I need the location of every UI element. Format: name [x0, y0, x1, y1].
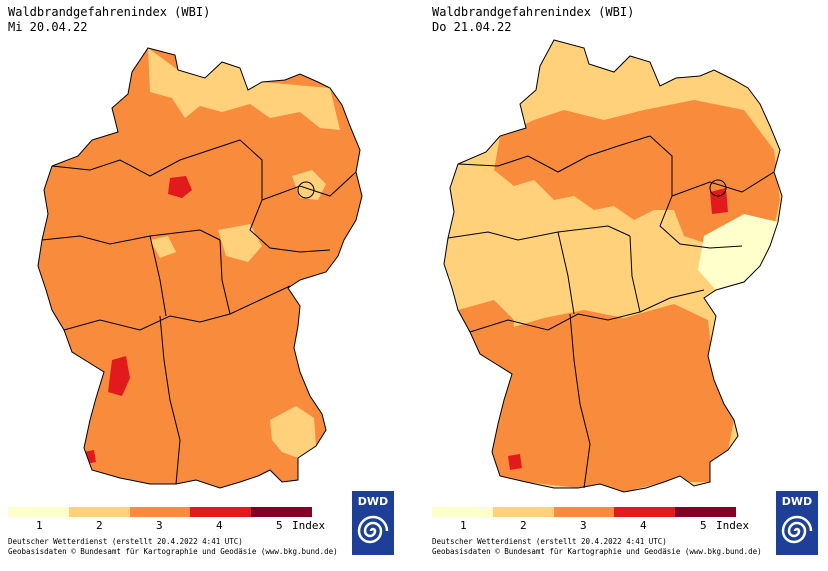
legend-swatch-1 — [8, 507, 69, 517]
state-border — [159, 315, 181, 485]
legend-label: 2 — [96, 519, 103, 532]
state-border — [261, 171, 357, 201]
map-date: Do 21.04.22 — [432, 20, 512, 34]
map-title: Waldbrandgefahrenindex (WBI) Do 21.04.22 — [432, 5, 635, 34]
map-panel-thu: Waldbrandgefahrenindex (WBI) Do 21.04.22 — [414, 0, 828, 571]
legend-unit: Index — [716, 519, 750, 532]
legend-swatch-3 — [553, 507, 615, 517]
legend-label: 2 — [520, 519, 527, 532]
map-panel-wed: Waldbrandgefahrenindex (WBI) Mi 20.04.22 — [8, 5, 394, 556]
logo-text: DWD — [781, 495, 813, 508]
legend-swatch-5 — [251, 507, 312, 517]
region-center-spots-2 — [150, 236, 176, 258]
state-border — [469, 289, 705, 333]
state-border — [457, 135, 651, 173]
state-border — [239, 139, 331, 253]
state-border — [63, 285, 291, 331]
state-border — [649, 135, 743, 249]
legend-bar — [8, 507, 312, 517]
country-border — [37, 47, 363, 489]
region-alps-southeast — [270, 406, 316, 458]
state-border — [629, 235, 641, 313]
dwd-logo-icon: DWD — [352, 491, 394, 555]
legend-label: 3 — [156, 519, 163, 532]
legend-label: 5 — [276, 519, 283, 532]
country-border — [443, 39, 783, 493]
region-south-large — [492, 304, 734, 492]
state-border — [41, 229, 221, 245]
legend-swatch-4 — [614, 507, 676, 517]
state-border — [219, 239, 231, 315]
berlin-border — [297, 181, 315, 199]
region-southwest — [458, 300, 514, 374]
germany-map — [443, 39, 783, 493]
region-center-spots — [218, 224, 262, 262]
base-fill — [38, 48, 362, 488]
region-lower-saxony-east — [168, 176, 192, 198]
legend-swatch-5 — [675, 507, 736, 517]
region-black-forest-southwest — [508, 454, 522, 470]
berlin-border — [709, 179, 727, 197]
region-upper-rhine — [108, 356, 130, 396]
region-brandenburg-center — [710, 188, 728, 214]
legend-label: 1 — [36, 519, 43, 532]
region-east-patches — [292, 170, 326, 200]
state-border — [569, 313, 591, 489]
region-north-sea-coast — [148, 48, 340, 130]
state-border — [557, 231, 575, 315]
legend-swatch-3 — [129, 507, 191, 517]
legend-unit: Index — [292, 519, 326, 532]
credit-text: Deutscher Wetterdienst (erstellt 20.4.20… — [432, 537, 762, 556]
map-title: Waldbrandgefahrenindex (WBI) Mi 20.04.22 — [8, 5, 211, 34]
credit-text: Deutscher Wetterdienst (erstellt 20.4.20… — [8, 537, 338, 556]
legend-swatch-2 — [68, 507, 130, 517]
legend-label: 3 — [580, 519, 587, 532]
legend-label: 5 — [700, 519, 707, 532]
map-date: Mi 20.04.22 — [8, 20, 88, 34]
legend-swatch-1 — [432, 507, 493, 517]
legend-bar — [432, 507, 736, 517]
legend-swatch-4 — [190, 507, 252, 517]
logo-text: DWD — [357, 495, 389, 508]
state-border — [149, 235, 167, 317]
state-border — [51, 139, 241, 177]
legend-label: 1 — [460, 519, 467, 532]
state-border — [447, 225, 631, 241]
germany-map — [37, 47, 363, 489]
legend-swatch-2 — [492, 507, 554, 517]
legend-label: 4 — [640, 519, 647, 532]
dwd-logo-icon: DWD — [776, 491, 818, 555]
legend-label: 4 — [216, 519, 223, 532]
